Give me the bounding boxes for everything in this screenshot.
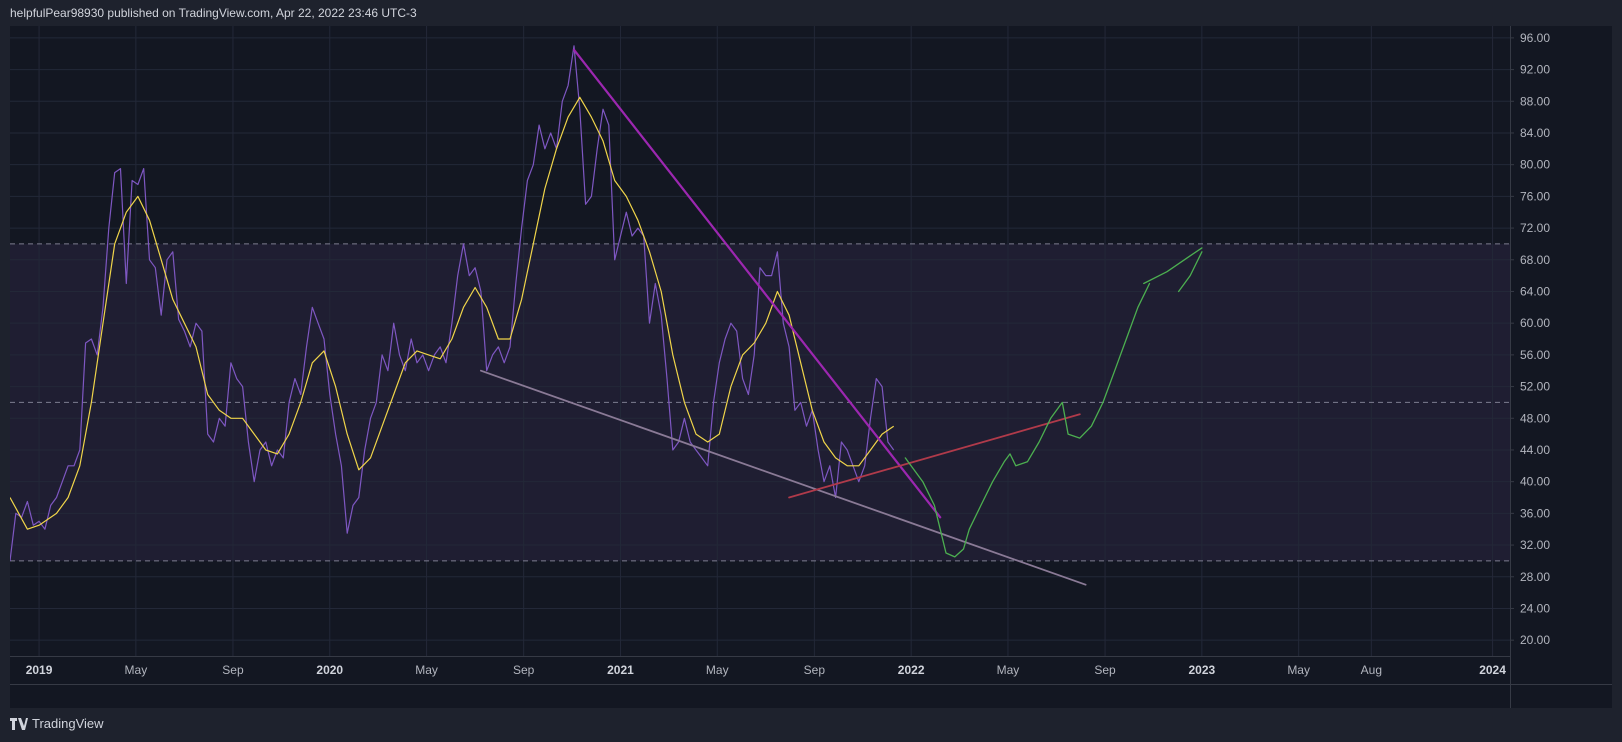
x-tick-label: Sep	[513, 663, 535, 677]
y-tick-label: 56.00	[1520, 348, 1550, 362]
x-tick-label: 2020	[316, 663, 343, 677]
x-tick-label: Sep	[804, 663, 826, 677]
tradingview-logo-icon	[10, 717, 28, 730]
x-tick-label: 2023	[1189, 663, 1216, 677]
x-tick-label: May	[125, 663, 148, 677]
y-tick-label: 24.00	[1520, 601, 1550, 615]
publisher-text: helpfulPear98930 published on TradingVie…	[10, 6, 417, 20]
y-tick-label: 28.00	[1520, 570, 1550, 584]
drawing-projection-4[interactable]	[1143, 247, 1203, 285]
time-scale[interactable]: 2019 May Sep 2020 May Sep 2021 May Sep 2022 May Sep…	[10, 656, 1612, 708]
x-tick-label: Sep	[222, 663, 244, 677]
series-layer	[10, 45, 895, 561]
y-tick-label: 76.00	[1520, 189, 1550, 203]
y-tick-label: 80.00	[1520, 158, 1550, 172]
y-tick-label: 36.00	[1520, 506, 1550, 520]
y-tick-label: 44.00	[1520, 443, 1550, 457]
time-scale-bg	[10, 656, 1510, 708]
rsi-chart[interactable]: 96.00 92.00 88.00 84.00 80.00 76.00 72.00 68.00…	[10, 26, 1612, 708]
y-tick-label: 60.00	[1520, 316, 1550, 330]
x-tick-label: May	[415, 663, 438, 677]
y-tick-label: 52.00	[1520, 380, 1550, 394]
publisher-header: helpfulPear98930 published on TradingVie…	[10, 6, 417, 20]
price-scale[interactable]: 96.00 92.00 88.00 84.00 80.00 76.00 72.00 68.00…	[1510, 26, 1612, 708]
y-tick-label: 64.00	[1520, 284, 1550, 298]
tradingview-footer: TradingView	[10, 716, 104, 731]
x-tick-label: 2024	[1479, 663, 1506, 677]
x-tick-label: May	[706, 663, 729, 677]
drawing-projection-3[interactable]	[904, 282, 1151, 558]
grid-lines	[10, 26, 1510, 656]
chart-area[interactable]: 96.00 92.00 88.00 84.00 80.00 76.00 72.00 68.00…	[10, 26, 1612, 708]
drawing-layer[interactable]	[480, 48, 1203, 586]
x-tick-label: Aug	[1361, 663, 1382, 677]
band-lines	[10, 243, 1510, 562]
x-tick-label: May	[997, 663, 1020, 677]
y-tick-label: 48.00	[1520, 411, 1550, 425]
drawing-support-1[interactable]	[480, 369, 1087, 586]
x-tick-label: Sep	[1094, 663, 1116, 677]
x-tick-label: 2021	[607, 663, 634, 677]
x-tick-label: May	[1287, 663, 1310, 677]
y-tick-label: 92.00	[1520, 63, 1550, 77]
y-tick-label: 68.00	[1520, 253, 1550, 267]
x-tick-label: 2022	[898, 663, 925, 677]
y-tick-label: 84.00	[1520, 126, 1550, 140]
series-rsi_ma-line	[10, 96, 895, 530]
y-tick-label: 88.00	[1520, 94, 1550, 108]
y-tick-label: 20.00	[1520, 633, 1550, 647]
price-scale-bg	[1510, 26, 1612, 708]
drawing-higher_low-2[interactable]	[788, 413, 1081, 499]
tradingview-brand: TradingView	[32, 716, 104, 731]
y-tick-label: 96.00	[1520, 31, 1550, 45]
drawing-projection-5[interactable]	[1177, 251, 1203, 293]
x-tick-label: 2019	[26, 663, 53, 677]
y-tick-label: 72.00	[1520, 221, 1550, 235]
series-rsi-line	[10, 45, 895, 561]
y-tick-label: 40.00	[1520, 475, 1550, 489]
drawing-downtrend-0[interactable]	[572, 48, 942, 519]
y-tick-label: 32.00	[1520, 538, 1550, 552]
